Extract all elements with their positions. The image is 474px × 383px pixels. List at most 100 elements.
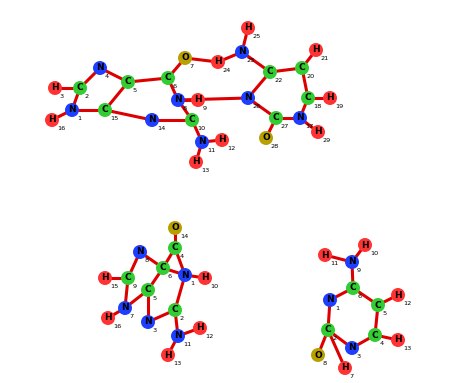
Text: 13: 13 xyxy=(173,361,181,366)
Circle shape xyxy=(345,341,359,355)
Circle shape xyxy=(311,348,325,362)
Text: 11: 11 xyxy=(207,148,215,153)
Text: 9: 9 xyxy=(203,106,207,111)
Text: 3: 3 xyxy=(153,328,157,333)
Text: 17: 17 xyxy=(305,124,313,129)
Text: N: N xyxy=(96,64,104,72)
Circle shape xyxy=(235,45,249,59)
Text: N: N xyxy=(174,332,182,340)
Text: H: H xyxy=(214,57,222,67)
Circle shape xyxy=(168,303,182,317)
Text: 29: 29 xyxy=(323,138,331,143)
Text: 20: 20 xyxy=(307,74,315,79)
Text: N: N xyxy=(148,116,156,124)
Text: N: N xyxy=(174,95,182,105)
Text: C: C xyxy=(102,105,109,115)
Text: 5: 5 xyxy=(383,311,387,316)
Text: 1: 1 xyxy=(77,116,81,121)
Text: H: H xyxy=(48,116,56,124)
Circle shape xyxy=(391,333,405,347)
Text: 5: 5 xyxy=(153,296,157,301)
Text: 4: 4 xyxy=(180,254,184,259)
Circle shape xyxy=(391,288,405,302)
Text: 6: 6 xyxy=(168,274,172,279)
Text: N: N xyxy=(68,105,76,115)
Text: N: N xyxy=(136,247,144,257)
Circle shape xyxy=(368,328,382,342)
Circle shape xyxy=(178,51,192,65)
Circle shape xyxy=(323,293,337,307)
Text: 12: 12 xyxy=(205,334,213,339)
Circle shape xyxy=(338,361,352,375)
Text: H: H xyxy=(201,273,209,283)
Text: H: H xyxy=(196,324,204,332)
Text: C: C xyxy=(172,244,178,252)
Text: 26: 26 xyxy=(253,104,261,109)
Text: H: H xyxy=(192,157,200,167)
Text: C: C xyxy=(374,301,381,309)
Text: N: N xyxy=(121,303,129,313)
Circle shape xyxy=(161,71,175,85)
Circle shape xyxy=(191,93,205,107)
Circle shape xyxy=(133,245,147,259)
Text: C: C xyxy=(273,113,279,123)
Text: 18: 18 xyxy=(313,104,321,109)
Text: H: H xyxy=(312,46,320,54)
Text: 10: 10 xyxy=(210,284,218,289)
Text: C: C xyxy=(189,116,195,124)
Text: H: H xyxy=(51,83,59,93)
Text: 12: 12 xyxy=(227,146,235,151)
Text: 12: 12 xyxy=(403,301,411,306)
Text: C: C xyxy=(172,306,178,314)
Text: 23: 23 xyxy=(247,58,255,63)
Circle shape xyxy=(309,43,323,57)
Circle shape xyxy=(101,311,115,325)
Text: H: H xyxy=(194,95,202,105)
Text: 7: 7 xyxy=(190,64,194,69)
Text: O: O xyxy=(181,54,189,62)
Text: 4: 4 xyxy=(380,341,384,346)
Text: 10: 10 xyxy=(197,126,205,131)
Circle shape xyxy=(121,75,135,89)
Circle shape xyxy=(345,255,359,269)
Circle shape xyxy=(168,241,182,255)
Circle shape xyxy=(263,65,277,79)
Text: 5: 5 xyxy=(133,88,137,93)
Circle shape xyxy=(185,113,199,127)
Text: 3: 3 xyxy=(60,94,64,99)
Text: H: H xyxy=(101,273,109,283)
Text: O: O xyxy=(314,350,322,360)
Text: 27: 27 xyxy=(281,124,289,129)
Circle shape xyxy=(346,281,360,295)
Circle shape xyxy=(241,21,255,35)
Text: O: O xyxy=(171,224,179,232)
Text: H: H xyxy=(394,336,402,344)
Text: N: N xyxy=(181,270,189,280)
Circle shape xyxy=(193,321,207,335)
Circle shape xyxy=(323,91,337,105)
Text: 19: 19 xyxy=(335,104,343,109)
Text: 11: 11 xyxy=(330,261,338,266)
Circle shape xyxy=(311,125,325,139)
Text: H: H xyxy=(361,241,369,249)
Circle shape xyxy=(161,348,175,362)
Text: N: N xyxy=(326,296,334,304)
Circle shape xyxy=(198,271,212,285)
Text: C: C xyxy=(305,93,311,103)
Circle shape xyxy=(269,111,283,125)
Text: C: C xyxy=(299,64,305,72)
Text: 2: 2 xyxy=(180,316,184,321)
Text: 7: 7 xyxy=(130,314,134,319)
Text: 13: 13 xyxy=(201,168,209,173)
Text: H: H xyxy=(244,23,252,33)
Text: 9: 9 xyxy=(133,284,137,289)
Text: 15: 15 xyxy=(110,116,118,121)
Text: N: N xyxy=(296,113,304,123)
Circle shape xyxy=(118,301,132,315)
Text: H: H xyxy=(218,136,226,144)
Text: 13: 13 xyxy=(403,346,411,351)
Text: C: C xyxy=(145,285,151,295)
Circle shape xyxy=(259,131,273,145)
Circle shape xyxy=(215,133,229,147)
Text: 3: 3 xyxy=(357,354,361,359)
